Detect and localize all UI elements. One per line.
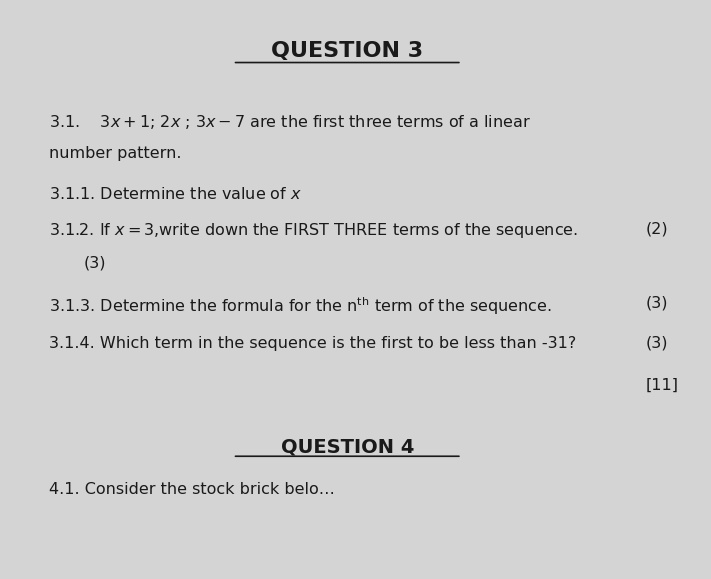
Text: 3.1.2. If $x = 3$,write down the FIRST THREE terms of the sequence.: 3.1.2. If $x = 3$,write down the FIRST T… <box>48 221 577 240</box>
Text: (3): (3) <box>646 295 668 310</box>
Text: (3): (3) <box>646 336 668 351</box>
Text: QUESTION 4: QUESTION 4 <box>281 437 414 456</box>
Text: 3.1.    $3x + 1$; $2x$ ; $3x - 7$ are the first three terms of a linear: 3.1. $3x + 1$; $2x$ ; $3x - 7$ are the f… <box>48 113 530 131</box>
Text: number pattern.: number pattern. <box>48 146 181 161</box>
Text: (2): (2) <box>646 221 668 236</box>
Text: 4.1. Consider the stock brick belo…: 4.1. Consider the stock brick belo… <box>48 482 334 497</box>
Text: 3.1.1. Determine the value of $x$: 3.1.1. Determine the value of $x$ <box>48 186 301 203</box>
Text: QUESTION 3: QUESTION 3 <box>271 41 423 61</box>
Text: [11]: [11] <box>646 378 679 393</box>
Text: (3): (3) <box>83 256 106 271</box>
Text: 3.1.4. Which term in the sequence is the first to be less than -31?: 3.1.4. Which term in the sequence is the… <box>48 336 576 351</box>
Text: 3.1.3. Determine the formula for the n$^{\mathrm{th}}$ term of the sequence.: 3.1.3. Determine the formula for the n$^… <box>48 295 551 317</box>
